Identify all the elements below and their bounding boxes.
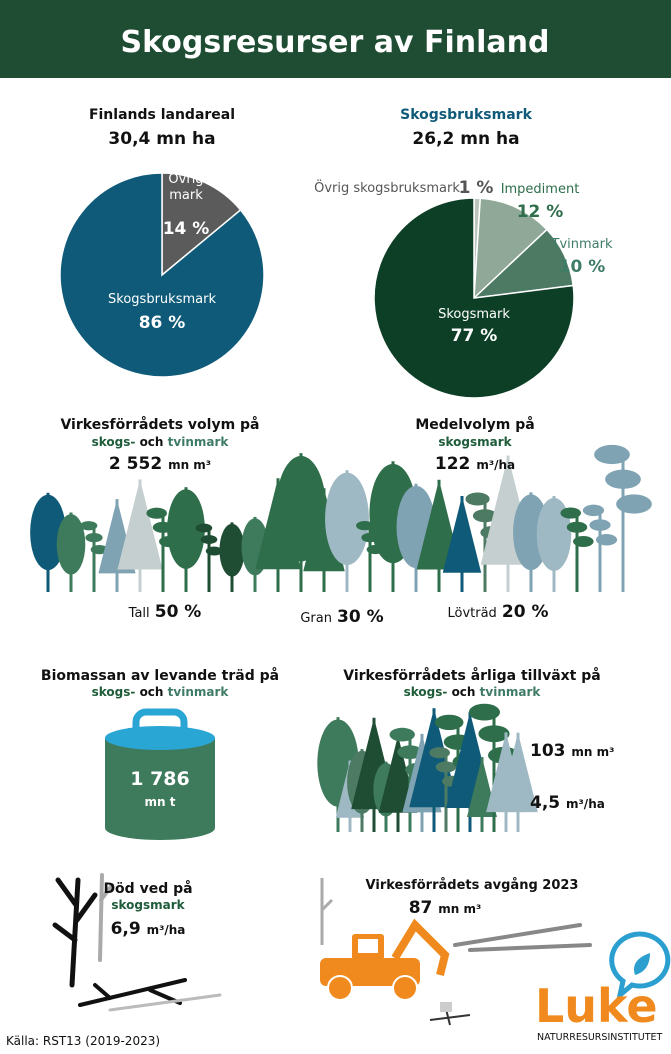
logo-subtitle: NATURRESURSINSTITUTET bbox=[537, 1032, 663, 1043]
tree-crown bbox=[356, 520, 374, 531]
biomass-title: Biomassan av levande träd på bbox=[41, 667, 279, 684]
mean-title: Medelvolym på bbox=[415, 416, 534, 433]
tree-crown bbox=[146, 507, 167, 519]
tree-trunk bbox=[492, 712, 496, 832]
pie-label: 14 % bbox=[163, 219, 210, 239]
tree-trunk bbox=[483, 499, 487, 592]
volume-value: 2 552 mn m³ bbox=[109, 454, 211, 474]
tree-crown bbox=[616, 494, 652, 514]
tree-crown bbox=[205, 546, 223, 556]
tree-crown bbox=[435, 761, 457, 773]
tree-crown bbox=[429, 747, 450, 759]
land-total: 30,4 mn ha bbox=[108, 129, 215, 149]
pie-slice bbox=[473, 197, 548, 300]
forest-title: Skogsbruksmark bbox=[400, 107, 532, 123]
volume-title: Virkesförrådets volym på bbox=[60, 416, 259, 433]
logo: Luke NATURRESURSINSTITUTET bbox=[535, 931, 671, 1043]
tree-crown bbox=[167, 489, 205, 569]
pie-label: Övrig skogsbruksmark bbox=[314, 179, 460, 196]
pie-label: 77 % bbox=[451, 326, 498, 346]
pie-label: 1 % bbox=[459, 178, 494, 198]
biomass-value: 1 786 bbox=[130, 768, 190, 790]
dead-title: Död ved på bbox=[103, 880, 192, 897]
tree-trunk bbox=[92, 525, 96, 592]
mean-scope: skogsmark bbox=[438, 435, 512, 449]
logo-name: Luke bbox=[535, 979, 658, 1033]
dead-value: 6,9 m³/ha bbox=[111, 919, 186, 939]
tree-crown bbox=[56, 514, 86, 575]
tree-crown bbox=[325, 472, 369, 566]
pie-label: Impediment bbox=[501, 182, 580, 197]
tree-trunk bbox=[621, 454, 625, 592]
tree-trunk bbox=[575, 513, 579, 592]
volume-scope: skogs- och tvinmark bbox=[92, 435, 230, 449]
tree-crown bbox=[573, 535, 594, 548]
tree-crown bbox=[117, 479, 163, 570]
tree-crown bbox=[478, 725, 510, 743]
dead-trees bbox=[52, 873, 222, 1012]
title: Skogsresurser av Finland bbox=[120, 25, 549, 60]
forest-total: 26,2 mn ha bbox=[412, 129, 519, 149]
pie-label: 12 % bbox=[517, 202, 564, 222]
tree-crown bbox=[200, 535, 218, 544]
growth-scope: skogs- och tvinmark bbox=[404, 685, 542, 699]
tree-trunk bbox=[161, 513, 165, 592]
pie-slice bbox=[59, 172, 265, 378]
tree-crown bbox=[85, 533, 103, 543]
pie-slice bbox=[373, 197, 575, 399]
land-title: Finlands landareal bbox=[89, 107, 235, 123]
tree-trunk bbox=[368, 525, 372, 592]
tree-crown bbox=[442, 495, 482, 573]
biomass-unit: mn t bbox=[145, 795, 176, 809]
mean-value: 122 m³/ha bbox=[435, 454, 515, 474]
tree-trunk bbox=[598, 510, 602, 592]
pie-label: Tvinmark bbox=[551, 237, 613, 252]
tree-crown bbox=[389, 727, 415, 742]
tree-crown bbox=[90, 544, 108, 555]
source: Källa: RST13 (2019-2023) bbox=[6, 1034, 160, 1048]
drain-value: 87 mn m³ bbox=[409, 898, 482, 918]
tree-trunk bbox=[444, 752, 448, 832]
tree-crown bbox=[219, 523, 245, 577]
pie-label-box: Övrig mark bbox=[168, 172, 204, 203]
species-lov: Lövträd 20 % bbox=[447, 602, 548, 622]
pie-label: 86 % bbox=[139, 313, 186, 333]
tree-crown bbox=[582, 504, 605, 517]
pie-label: Skogsbruksmark bbox=[108, 292, 216, 307]
pie-label: 10 % bbox=[559, 257, 606, 277]
tree-trunk bbox=[207, 527, 211, 592]
header-band bbox=[0, 0, 671, 78]
pie-label: Skogsmark bbox=[438, 307, 510, 322]
tree-crown bbox=[472, 509, 498, 523]
species-tall: Tall 50 % bbox=[128, 602, 202, 622]
cylinder bbox=[105, 708, 215, 840]
tree-crown bbox=[566, 521, 588, 533]
tree-crown bbox=[594, 444, 630, 465]
tree-crown bbox=[397, 745, 423, 759]
tree-crown bbox=[195, 523, 213, 533]
tree-crown bbox=[80, 521, 98, 531]
tree-crown bbox=[498, 732, 538, 813]
growth-title: Virkesförrådets årliga tillväxt på bbox=[343, 667, 600, 684]
species-gran: Gran 30 % bbox=[300, 607, 383, 627]
growth-total: 103 mn m³ bbox=[530, 741, 614, 761]
tree-crown bbox=[468, 703, 500, 721]
tree-crown bbox=[560, 507, 581, 519]
tree-crown bbox=[605, 469, 641, 489]
growth-per-ha: 4,5 m³/ha bbox=[530, 793, 605, 813]
tree-crown bbox=[30, 494, 66, 571]
dead-scope: skogsmark bbox=[111, 898, 185, 912]
drain-title: Virkesförrådets avgång 2023 bbox=[366, 878, 579, 893]
tree-crown bbox=[465, 492, 490, 506]
pie-slice bbox=[161, 172, 242, 277]
tree-crown bbox=[589, 519, 611, 531]
biomass-scope: skogs- och tvinmark bbox=[92, 685, 230, 699]
tree-crown bbox=[595, 534, 618, 546]
pie-label: Övrig mark bbox=[168, 172, 204, 203]
tree-crown bbox=[434, 714, 464, 731]
harvester bbox=[320, 878, 592, 1026]
